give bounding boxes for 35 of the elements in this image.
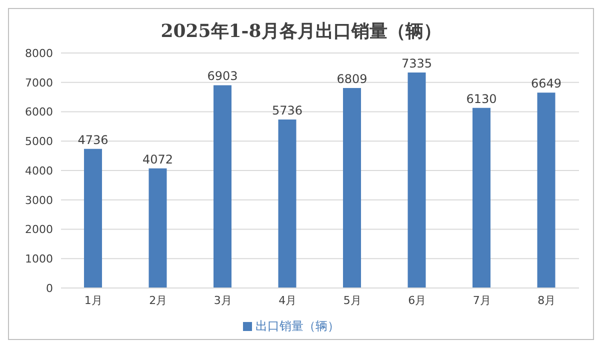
- bar: [408, 72, 426, 288]
- x-tick-label: 2月: [149, 294, 168, 307]
- y-tick-label: 8000: [25, 46, 53, 60]
- bar: [148, 168, 167, 288]
- bar: [343, 88, 361, 288]
- x-tick-label: 1月: [84, 294, 102, 307]
- y-tick-label: 4000: [25, 164, 53, 178]
- legend-label: 出口销量（辆）: [256, 319, 340, 333]
- x-tick-label: 8月: [538, 294, 556, 307]
- data-label: 5736: [272, 104, 303, 118]
- bar: [214, 85, 232, 288]
- y-tick-label: 7000: [25, 76, 53, 90]
- data-label: 6649: [530, 76, 562, 91]
- y-tick-label: 5000: [25, 135, 53, 148]
- x-tick-label: 3月: [214, 294, 232, 307]
- y-tick-label: 0: [46, 282, 53, 295]
- data-label: 4072: [142, 152, 174, 166]
- bar: [278, 120, 296, 288]
- x-tick-label: 5月: [343, 294, 362, 307]
- y-tick-label: 6000: [25, 106, 53, 119]
- y-tick-label: 1000: [25, 252, 53, 266]
- x-tick-label: 7月: [472, 294, 491, 307]
- x-tick-label: 4月: [278, 294, 297, 307]
- bar: [537, 92, 556, 288]
- data-label: 6903: [207, 69, 238, 84]
- bar: [472, 108, 490, 288]
- data-label: 6130: [466, 92, 497, 106]
- data-label: 6809: [336, 72, 368, 86]
- bar: [84, 148, 102, 288]
- data-label: 4736: [78, 132, 108, 147]
- x-tick-label: 6月: [408, 294, 426, 307]
- data-label: 7335: [401, 56, 432, 71]
- y-tick-label: 2000: [25, 223, 53, 236]
- chart-title: 2025年1-8月各月出口销量（辆）: [160, 20, 442, 43]
- y-tick-label: 3000: [25, 194, 53, 207]
